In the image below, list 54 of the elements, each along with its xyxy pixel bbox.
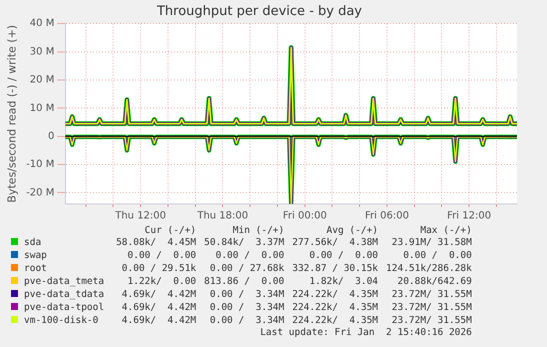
x-tick-label: Thu 12:00 [114,210,166,222]
legend-label: swap [23,249,48,262]
text: 0.00 / 27.68k [208,262,286,275]
legend-label: root [23,262,48,275]
text: Last update: Fri Jan 2 15:40:16 2026 [259,327,473,338]
text: 0.00 / 3.34M [208,301,286,314]
y-tick-label: 30 M [30,46,54,58]
y-tick-label: 20 M [30,74,54,86]
text: 4.69k/ 4.42M [120,314,198,327]
text: 4.69k/ 4.42M [120,288,198,301]
y-tick-label: 40 M [30,18,54,30]
text: 23.72M/ 31.55M [390,288,473,301]
text: 1.22k/ 0.00 [126,275,198,288]
text: 277.56k/ 4.38M [291,236,380,249]
y-axis-title: Bytes/second read (-) / write (+) [5,24,18,203]
text: 224.22k/ 4.35M [291,314,380,327]
text: 0.00 / 0.00 [126,249,198,262]
text: Min (-/+) [232,225,286,236]
text: 1.82k/ 3.04 [308,275,380,288]
legend-label: pve-data_tdata [23,288,106,301]
text: 332.87 / 30.15k [291,262,380,275]
text: 4.69k/ 4.42M [120,301,198,314]
text: Avg (-/+) [326,225,380,236]
text: 0.00 / 0.00 [402,249,473,262]
text: 224.22k/ 4.35M [291,288,380,301]
text: 58.08k/ 4.45M [115,236,198,249]
text: 0.00 / 0.00 [308,249,380,262]
legend-label: pve-data_tmeta [23,275,106,288]
text: 50.84k/ 3.37M [203,236,286,249]
text: 224.22k/ 4.35M [291,301,380,314]
text: 20.88k/642.69 [396,275,473,288]
y-tick-label: -20 M [26,187,54,198]
x-tick-label: Fri 06:00 [365,210,409,222]
text: 23.72M/ 31.55M [390,314,473,327]
text: 0.00 / 3.34M [208,288,286,301]
text: 0.00 / 3.34M [208,314,286,327]
x-tick-label: Fri 00:00 [282,210,327,222]
chart-title: Throughput per device - by day [156,4,362,20]
text: Cur (-/+) [144,225,198,236]
text: 813.86 / 0.00 [203,275,286,288]
y-tick-label: -10 M [26,159,54,170]
x-tick-label: Thu 18:00 [196,210,248,222]
legend-label: sda [23,236,42,249]
text: 23.72M/ 31.55M [390,301,473,314]
text: 124.51k/286.28k [385,262,473,275]
legend-label: pve-data-tpool [23,301,106,314]
x-tick-label: Fri 12:00 [447,210,492,222]
y-tick-label: 10 M [30,102,54,114]
legend-label: vm-100-disk-0 [23,314,100,327]
text: 0.00 / 0.00 [214,249,286,262]
y-tick-label: 0 [48,130,54,142]
text: 23.91M/ 31.58M [390,236,473,249]
text: 0.00 / 29.51k [120,262,198,275]
text: Max (-/+) [419,225,473,236]
